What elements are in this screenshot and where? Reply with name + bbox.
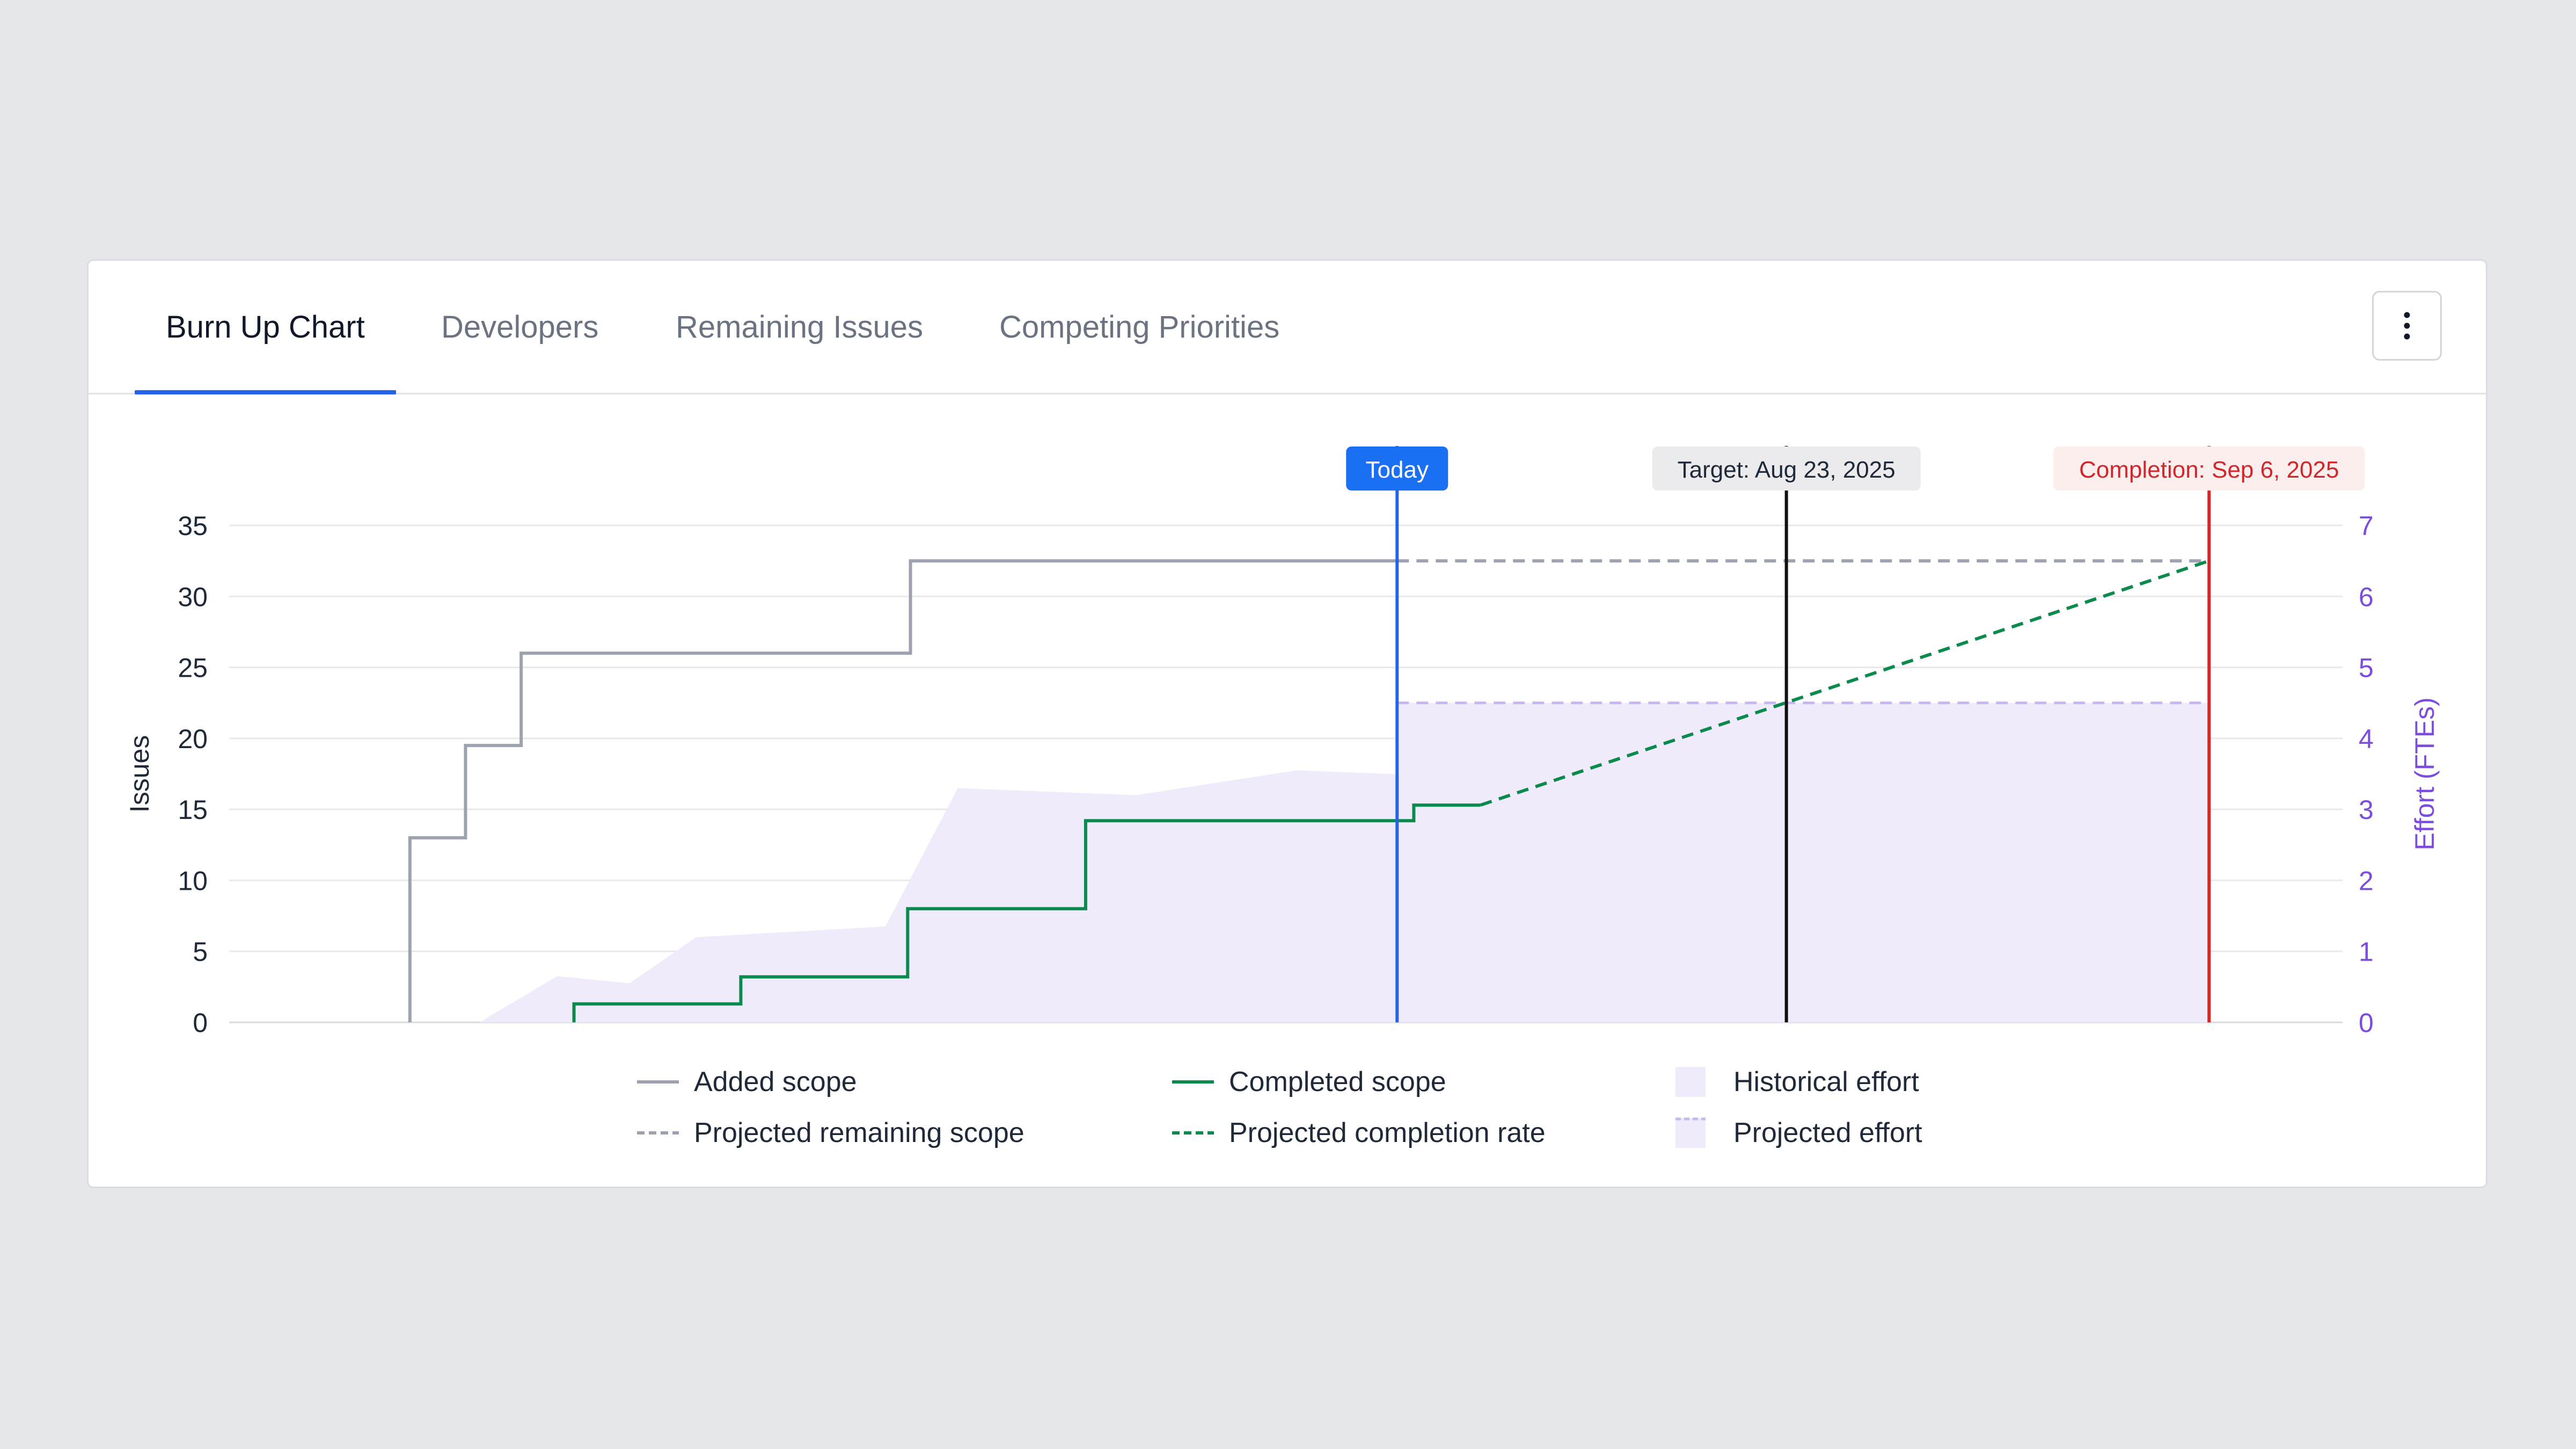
legend-label-projected-remaining-scope: Projected remaining scope	[694, 1117, 1024, 1148]
added-scope-line	[408, 559, 1397, 1022]
y2-tick-label: 5	[2359, 653, 2374, 683]
legend-label-projected-completion-rate: Projected completion rate	[1229, 1117, 1546, 1148]
legend-item-completed-scope: Completed scope	[1170, 1060, 1446, 1103]
legend-label-historical-effort: Historical effort	[1733, 1066, 1919, 1097]
today-marker-badge	[1346, 447, 1448, 491]
legend-symbol-projected-remaining-scope	[635, 1117, 681, 1149]
legend-item-projected-completion-rate: Projected completion rate	[1170, 1111, 1546, 1154]
burn-up-chart: 0 5 10 15 20 25 30 35 0 1 2 3 4 5 6 7 Issues Effort (FTEs…	[125, 446, 2440, 1038]
legend-label-completed-scope: Completed scope	[1229, 1066, 1446, 1097]
legend-symbol-completed-scope	[1170, 1066, 1216, 1098]
completion-marker-label: Completion: Sep 6, 2025	[2079, 457, 2339, 483]
y-tick-label: 35	[178, 511, 208, 541]
completion-marker-badge	[2053, 447, 2365, 491]
kebab-vertical-icon	[2404, 312, 2410, 340]
y2-tick-label: 7	[2359, 511, 2374, 541]
y2-tick-label: 1	[2359, 937, 2374, 967]
projected-completion-rate-line	[1480, 559, 2210, 807]
y-tick-label: 0	[193, 1008, 208, 1038]
tab-developers[interactable]: Developers	[441, 309, 599, 345]
y2-axis-title: Effort (FTEs)	[2410, 697, 2440, 850]
y-tick-label: 25	[178, 653, 208, 683]
legend-label-projected-effort: Projected effort	[1733, 1117, 1922, 1148]
burn-up-card: Burn Up Chart Developers Remaining Issue…	[87, 259, 2487, 1188]
y-tick-label: 30	[178, 582, 208, 612]
legend-symbol-added-scope	[635, 1066, 681, 1098]
y-tick-label: 20	[178, 724, 208, 754]
y2-tick-label: 0	[2359, 1008, 2374, 1038]
legend-item-historical-effort: Historical effort	[1674, 1060, 1919, 1103]
chart-legend: Added scope Projected remaining scope Co…	[89, 1060, 2486, 1179]
today-marker-label: Today	[1366, 457, 1429, 483]
tab-bar: Burn Up Chart Developers Remaining Issue…	[89, 261, 2486, 394]
projected-effort-area	[1397, 702, 2209, 1022]
y2-tick-label: 2	[2359, 866, 2374, 896]
legend-symbol-projected-completion-rate	[1170, 1117, 1216, 1149]
legend-symbol-historical-effort	[1674, 1066, 1721, 1098]
y2-tick-label: 6	[2359, 582, 2374, 612]
y-tick-label: 15	[178, 795, 208, 825]
tab-competing-priorities[interactable]: Competing Priorities	[999, 309, 1280, 345]
completed-scope-line	[572, 803, 1481, 1022]
y-tick-label: 10	[178, 866, 208, 896]
target-marker-label: Target: Aug 23, 2025	[1678, 457, 1896, 483]
y-tick-label: 5	[193, 937, 208, 967]
legend-label-added-scope: Added scope	[694, 1066, 857, 1097]
historical-effort-area	[479, 770, 1481, 1022]
legend-item-added-scope: Added scope	[635, 1060, 857, 1103]
legend-item-projected-remaining-scope: Projected remaining scope	[635, 1111, 1024, 1154]
legend-item-projected-effort: Projected effort	[1674, 1111, 1922, 1154]
tab-burn-up-chart[interactable]: Burn Up Chart	[135, 261, 396, 394]
target-marker-badge	[1652, 447, 1921, 491]
y2-tick-label: 4	[2359, 724, 2374, 754]
tab-remaining-issues[interactable]: Remaining Issues	[676, 309, 923, 345]
more-options-button[interactable]	[2372, 291, 2442, 361]
legend-symbol-projected-effort	[1674, 1117, 1721, 1149]
y2-tick-label: 3	[2359, 795, 2374, 825]
y-axis-title: Issues	[125, 735, 155, 813]
